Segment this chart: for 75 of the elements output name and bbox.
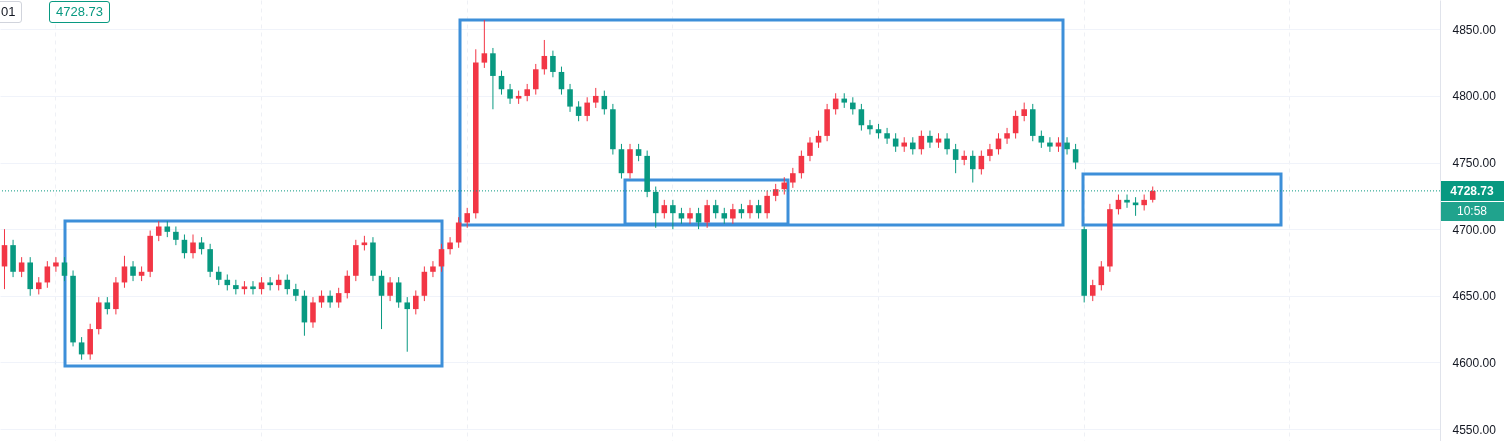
candlestick — [430, 260, 436, 278]
candlestick — [618, 143, 625, 180]
candlestick — [61, 256, 68, 282]
candlestick — [867, 119, 873, 136]
candlestick — [970, 150, 976, 184]
candlestick — [807, 136, 813, 162]
candlestick — [327, 289, 333, 309]
candlestick — [421, 265, 428, 302]
text: 10:58 — [1456, 203, 1488, 218]
candlestick — [884, 127, 890, 145]
candlestick — [207, 243, 213, 278]
candlestick — [78, 336, 85, 361]
candlestick — [447, 236, 453, 255]
candlestick — [592, 87, 599, 109]
candlestick — [53, 256, 59, 273]
candlestick — [858, 103, 865, 132]
y-tick-label: 4850.00 — [1452, 22, 1497, 37]
candlestick — [747, 199, 753, 219]
candlestick — [730, 203, 736, 225]
candlestick — [1098, 260, 1105, 291]
y-tick-label: 4700.00 — [1452, 222, 1497, 237]
candlestick — [532, 63, 539, 96]
candlestick — [44, 260, 51, 289]
candlestick — [764, 190, 770, 219]
candlestick — [1047, 136, 1053, 153]
candlestick — [627, 143, 633, 180]
annotation: 01 — [0, 1, 23, 23]
y-tick-label: 4550.00 — [1452, 422, 1497, 437]
candlestick — [173, 226, 179, 246]
candlestick — [267, 276, 273, 291]
candlestick — [190, 233, 196, 259]
candlestick — [687, 207, 693, 225]
candlestick — [395, 276, 402, 309]
candlestick — [952, 143, 959, 174]
candlestick — [584, 96, 590, 122]
y-tick-label: 4800.00 — [1452, 89, 1497, 104]
candlestick — [944, 132, 950, 156]
candlestick — [1124, 194, 1130, 209]
y-tick-label: 4600.00 — [1452, 355, 1497, 370]
candlestick — [215, 265, 222, 286]
candlestick — [344, 269, 351, 299]
candlestick — [155, 220, 162, 242]
candlestick — [490, 47, 496, 110]
candlestick — [927, 130, 933, 149]
candlestick — [404, 296, 411, 353]
candlestick — [507, 83, 513, 105]
ref-line-label: 4728.73 — [1450, 183, 1495, 198]
annotation: 4728.73 — [49, 1, 110, 23]
candlestick — [233, 279, 239, 295]
candlestick — [1089, 279, 1096, 302]
candlestick — [670, 199, 676, 230]
candlestick — [387, 276, 393, 302]
candlestick — [464, 207, 470, 229]
candlestick — [18, 256, 25, 278]
candlestick — [987, 143, 993, 162]
candlestick — [250, 280, 256, 295]
candlestick — [121, 255, 128, 289]
candlestick — [1072, 143, 1079, 170]
candlestick — [1064, 136, 1070, 156]
candlestick — [378, 269, 385, 330]
candlestick — [550, 50, 556, 78]
candlestick — [1004, 127, 1010, 145]
candlestick — [130, 260, 136, 282]
candlestick — [790, 167, 796, 189]
candlestick — [712, 199, 719, 219]
candlestick — [413, 289, 419, 315]
candlestick — [567, 83, 573, 113]
candlestick — [310, 296, 316, 329]
candlestick — [481, 19, 488, 69]
candlestick — [1021, 102, 1027, 122]
candlestick — [284, 273, 291, 295]
y-tick-label: 4750.00 — [1452, 156, 1497, 171]
candlestick — [704, 199, 710, 229]
y-tick-label: 4650.00 — [1452, 289, 1497, 304]
candlestick — [455, 216, 462, 249]
